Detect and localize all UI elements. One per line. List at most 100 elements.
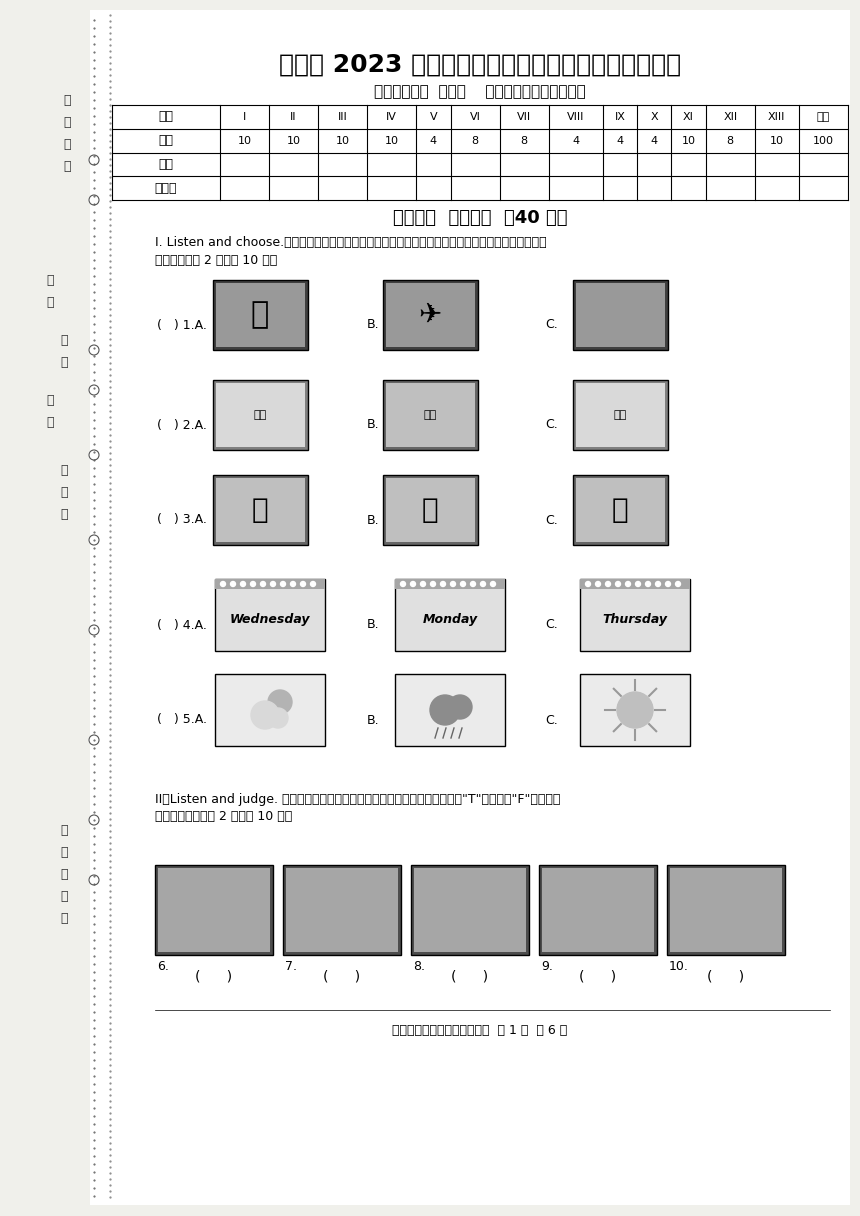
- Bar: [539, 865, 657, 955]
- Text: 内: 内: [46, 394, 53, 406]
- Circle shape: [89, 535, 99, 545]
- Text: IX: IX: [614, 112, 625, 122]
- Bar: [215, 674, 325, 745]
- Circle shape: [241, 581, 245, 586]
- Text: 4: 4: [617, 136, 624, 146]
- Text: 8: 8: [520, 136, 528, 146]
- Bar: [385, 283, 475, 347]
- Bar: [395, 674, 505, 745]
- Text: C.: C.: [545, 418, 558, 432]
- Text: 线: 线: [60, 355, 68, 368]
- Bar: [573, 379, 667, 450]
- Text: II: II: [291, 112, 297, 122]
- Bar: [573, 475, 667, 545]
- Text: 读两遍。（每小题 2 分，共 10 分）: 读两遍。（每小题 2 分，共 10 分）: [155, 811, 292, 823]
- Bar: [90, 10, 850, 1205]
- Text: 级: 级: [60, 912, 68, 924]
- Text: 10: 10: [681, 136, 696, 146]
- Bar: [212, 280, 308, 350]
- Text: Monday: Monday: [422, 614, 477, 626]
- Text: 语文: 语文: [613, 410, 627, 420]
- Bar: [383, 475, 477, 545]
- Text: V: V: [430, 112, 437, 122]
- Bar: [575, 478, 665, 542]
- Text: Thursday: Thursday: [603, 614, 667, 626]
- Text: I. Listen and choose.听单词，选出与你所听内容相符的图片，并将序号填入题前括号内。每小题读两: I. Listen and choose.听单词，选出与你所听内容相符的图片，并…: [155, 236, 547, 249]
- Bar: [667, 865, 785, 955]
- Text: 名: 名: [46, 295, 53, 309]
- Text: VI: VI: [470, 112, 481, 122]
- Text: 安溪县 2023 年春季小学四年级英语期末质量抽测试卷: 安溪县 2023 年春季小学四年级英语期末质量抽测试卷: [279, 54, 681, 77]
- Text: 🌿: 🌿: [252, 496, 268, 524]
- Text: 8: 8: [727, 136, 734, 146]
- Text: B.: B.: [367, 513, 379, 527]
- Bar: [575, 283, 665, 347]
- Bar: [212, 475, 308, 545]
- Bar: [411, 865, 529, 955]
- Bar: [575, 383, 665, 447]
- Text: C.: C.: [545, 714, 558, 726]
- Bar: [286, 868, 398, 952]
- Text: B.: B.: [367, 319, 379, 332]
- Text: XII: XII: [723, 112, 737, 122]
- Text: 100: 100: [813, 136, 834, 146]
- Text: 🌳: 🌳: [421, 496, 439, 524]
- Bar: [580, 674, 690, 745]
- Text: XI: XI: [683, 112, 694, 122]
- Text: 7.: 7.: [285, 959, 297, 973]
- Bar: [158, 868, 270, 952]
- Text: 4: 4: [430, 136, 437, 146]
- Circle shape: [230, 581, 236, 586]
- Bar: [216, 383, 304, 447]
- Circle shape: [646, 581, 650, 586]
- Text: 要: 要: [60, 463, 68, 477]
- Text: B.: B.: [367, 714, 379, 726]
- Circle shape: [300, 581, 305, 586]
- Circle shape: [448, 696, 472, 719]
- Circle shape: [89, 815, 99, 824]
- Bar: [283, 865, 401, 955]
- Circle shape: [636, 581, 641, 586]
- Circle shape: [666, 581, 671, 586]
- Text: 答: 答: [60, 485, 68, 499]
- Text: 乡: 乡: [60, 889, 68, 902]
- Text: 9.: 9.: [541, 959, 553, 973]
- Text: XIII: XIII: [768, 112, 785, 122]
- Text: VIII: VIII: [567, 112, 584, 122]
- Circle shape: [410, 581, 415, 586]
- Bar: [216, 283, 304, 347]
- Text: III: III: [338, 112, 347, 122]
- Bar: [216, 478, 304, 542]
- Bar: [215, 579, 325, 651]
- Text: C.: C.: [545, 319, 558, 332]
- Text: 得分: 得分: [158, 158, 174, 171]
- Circle shape: [655, 581, 660, 586]
- Text: 数学: 数学: [254, 410, 267, 420]
- Circle shape: [89, 450, 99, 460]
- Text: VII: VII: [517, 112, 531, 122]
- Bar: [385, 383, 475, 447]
- Circle shape: [595, 581, 600, 586]
- Text: 10: 10: [335, 136, 350, 146]
- Text: (   ) 1.A.: ( ) 1.A.: [157, 319, 207, 332]
- Text: II．Listen and judge. 听句子，判断图片与句子是否相符，相符的在括号里写"T"，不符写"F"。每小题: II．Listen and judge. 听句子，判断图片与句子是否相符，相符的…: [155, 794, 561, 806]
- Text: I: I: [243, 112, 246, 122]
- Circle shape: [470, 581, 476, 586]
- Text: 10: 10: [384, 136, 399, 146]
- Circle shape: [251, 700, 279, 730]
- Text: 封: 封: [60, 333, 68, 347]
- Text: 10: 10: [286, 136, 300, 146]
- Bar: [383, 379, 477, 450]
- Text: 命题：吴永丰  胡雪敏    审核：县英语校际教研组: 命题：吴永丰 胡雪敏 审核：县英语校际教研组: [374, 84, 586, 100]
- Circle shape: [280, 581, 286, 586]
- Circle shape: [451, 581, 456, 586]
- Circle shape: [89, 734, 99, 745]
- Text: B.: B.: [367, 619, 379, 631]
- Bar: [542, 868, 654, 952]
- Text: (   ) 5.A.: ( ) 5.A.: [157, 714, 207, 726]
- Text: 🚗: 🚗: [251, 300, 269, 330]
- Text: (   ) 4.A.: ( ) 4.A.: [157, 619, 207, 631]
- Text: 8: 8: [471, 136, 479, 146]
- Circle shape: [460, 581, 465, 586]
- Circle shape: [89, 385, 99, 395]
